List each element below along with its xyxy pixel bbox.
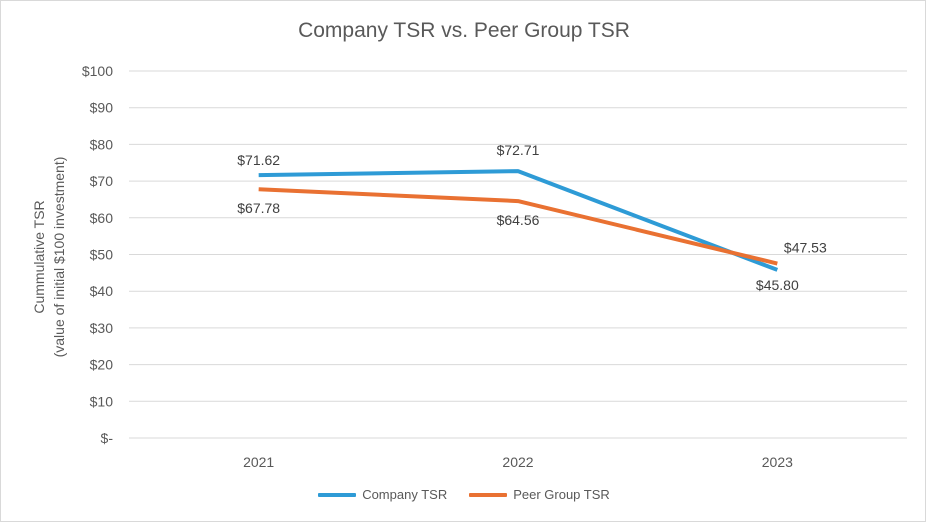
x-tick-label: 2023 <box>762 454 793 470</box>
chart-title: Company TSR vs. Peer Group TSR <box>298 19 630 42</box>
data-label: $47.53 <box>784 240 827 256</box>
y-axis-title-line1: Cummulative TSR <box>31 200 47 313</box>
y-tick-label: $30 <box>90 320 114 336</box>
x-tick-label: 2021 <box>243 454 274 470</box>
y-tick-label: $90 <box>90 100 114 116</box>
series-line-company[interactable] <box>258 169 779 272</box>
y-tick-label: $70 <box>90 173 114 189</box>
data-label: $67.78 <box>237 200 280 216</box>
legend-label-company: Company TSR <box>362 487 448 502</box>
y-tick-label: $100 <box>82 63 113 79</box>
y-axis-ticks: $- $10 $20 $30 $40 $50 $60 $70 $80 $90 $100 <box>82 63 113 446</box>
x-axis-ticks: 2021 2022 2023 <box>243 454 793 470</box>
y-tick-label: $- <box>101 430 114 446</box>
legend-item-company[interactable]: Company TSR <box>318 487 447 502</box>
legend-swatch-company <box>318 492 357 497</box>
legend: Company TSR Peer Group TSR <box>1 487 927 502</box>
data-label: $71.62 <box>237 152 280 168</box>
data-labels: $71.62 $72.71 $45.80 $67.78 $64.56 $47.53 <box>237 142 827 293</box>
y-tick-label: $40 <box>90 283 114 299</box>
y-axis-title-line2: (value of initial $100 investment) <box>51 157 67 358</box>
legend-item-peer[interactable]: Peer Group TSR <box>469 487 610 502</box>
y-tick-label: $20 <box>90 357 114 373</box>
y-tick-label: $10 <box>90 393 114 409</box>
gridlines <box>129 70 907 439</box>
series-line-peer[interactable] <box>258 187 778 266</box>
y-tick-label: $50 <box>90 247 114 263</box>
y-tick-label: $60 <box>90 210 114 226</box>
legend-label-peer: Peer Group TSR <box>513 487 610 502</box>
y-tick-label: $80 <box>90 136 114 152</box>
series-lines <box>258 169 779 272</box>
x-tick-label: 2022 <box>502 454 533 470</box>
data-label: $72.71 <box>497 142 540 158</box>
data-label: $45.80 <box>756 277 799 293</box>
data-label: $64.56 <box>497 212 540 228</box>
legend-swatch-peer <box>469 492 508 497</box>
